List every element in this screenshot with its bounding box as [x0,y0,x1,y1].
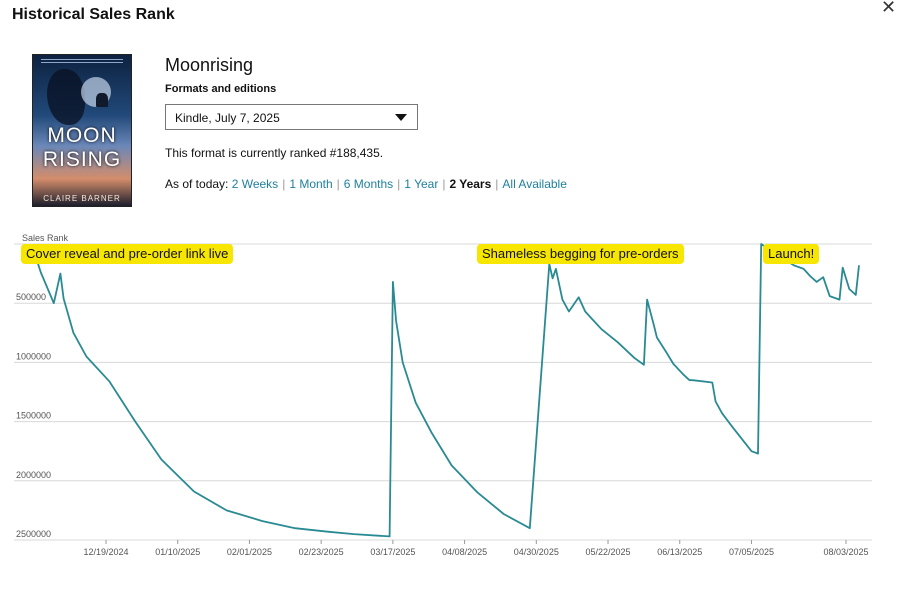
range-option-6-months[interactable]: 6 Months [343,177,394,191]
x-tick-label: 06/13/2025 [657,547,702,557]
range-separator: | [442,177,446,191]
cover-quote-text [41,59,123,63]
range-separator: | [282,177,286,191]
y-tick-label: 2000000 [16,470,51,480]
cover-title-line2: RISING [42,148,122,171]
close-icon[interactable]: ✕ [881,0,897,17]
sales-rank-chart: Sales Rank 500000 1000000 1500000 2000000 250… [14,233,872,557]
range-separator: | [495,177,499,191]
x-tick-label: 02/23/2025 [299,547,344,557]
x-tick-label: 04/30/2025 [514,547,559,557]
range-option-2-years[interactable]: 2 Years [449,177,492,191]
x-tick-label: 01/10/2025 [155,547,200,557]
y-tick-label: 500000 [16,292,46,302]
annotation-launch: Launch! [763,244,820,264]
range-separator: | [336,177,340,191]
book-title: Moonrising [165,55,254,75]
range-option-all-available[interactable]: All Available [502,177,567,191]
format-select-value: Kindle, July 7, 2025 [175,111,280,125]
range-options: 2 Weeks | 1 Month | 6 Months | 1 Year | 2 Years |… [232,177,567,191]
range-selector: As of today: 2 Weeks | 1 Month | 6 Months | 1 … [165,177,567,191]
current-rank-text: This format is currently ranked #188,435… [165,146,384,160]
range-separator: | [397,177,401,191]
y-tick-label: 1000000 [16,351,51,361]
book-cover-image: MOON RISING CLAIRE BARNER [32,54,132,207]
format-select[interactable]: Kindle, July 7, 2025 [165,104,418,130]
cover-face-silhouette [47,69,85,125]
chevron-down-icon [395,114,407,121]
x-tick-label: 05/22/2025 [586,547,631,557]
range-option-2-weeks[interactable]: 2 Weeks [231,177,279,191]
annotation-cover-reveal: Cover reveal and pre-order link live [21,244,234,264]
annotation-begging: Shameless begging for pre-orders [477,244,684,264]
x-tick-label: 07/05/2025 [729,547,774,557]
cover-title-line1: MOON [47,124,117,147]
formats-label: Formats and editions [165,83,277,95]
x-tick-label: 12/19/2024 [83,547,128,557]
cover-people-silhouette [96,93,108,107]
range-option-1-month[interactable]: 1 Month [289,177,333,191]
x-tick-label: 03/17/2025 [370,547,415,557]
y-tick-label: 1500000 [16,411,51,421]
x-tick-label: 02/01/2025 [227,547,272,557]
y-tick-label: 2500000 [16,529,51,539]
range-label: As of today: [165,177,229,191]
x-tick-label: 04/08/2025 [442,547,487,557]
y-axis-label: Sales Rank [22,233,69,243]
dialog-title: Historical Sales Rank [12,6,175,23]
x-tick-label: 08/03/2025 [823,547,868,557]
cover-author: CLAIRE BARNER [43,194,121,203]
sales-rank-line [33,243,860,538]
range-option-1-year[interactable]: 1 Year [404,177,439,191]
